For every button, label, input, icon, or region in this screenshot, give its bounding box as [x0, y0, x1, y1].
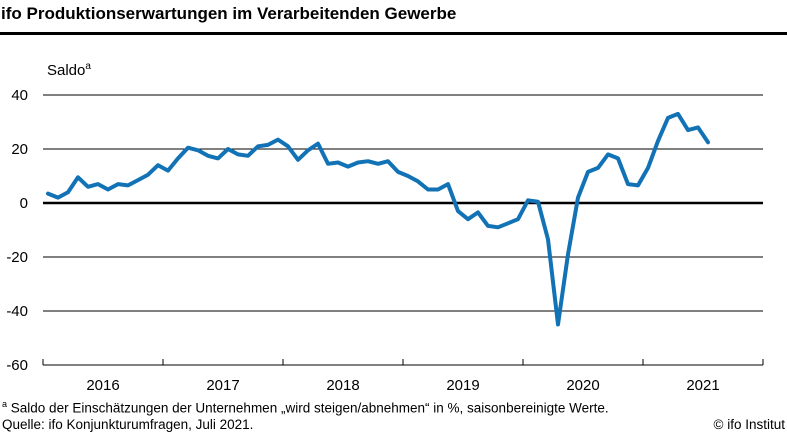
x-tick-label: 2018 — [326, 377, 359, 394]
chart-title: ifo Produktionserwartungen im Verarbeite… — [1, 4, 457, 23]
x-tick-label: 2017 — [206, 377, 239, 394]
saldo-text: Saldo — [47, 62, 86, 79]
copyright-text: © ifo Institut — [713, 417, 785, 432]
footnote-text: Saldo der Einschätzungen der Unternehmen… — [10, 400, 609, 416]
x-tick-label: 2019 — [446, 377, 479, 394]
y-tick-label: -60 — [6, 357, 28, 374]
y-tick-label: 40 — [11, 87, 28, 104]
source-text: Quelle: ifo Konjunkturumfragen, Juli 202… — [2, 417, 254, 432]
footnote: a Saldo der Einschätzungen der Unternehm… — [2, 399, 785, 416]
y-axis-unit-label: Saldoa — [47, 61, 91, 79]
footer-row: Quelle: ifo Konjunkturumfragen, Juli 202… — [2, 417, 785, 432]
data-line — [46, 111, 710, 327]
y-tick-label: -40 — [6, 303, 28, 320]
x-tick-label: 2021 — [686, 377, 719, 394]
y-tick-label: 20 — [11, 141, 28, 158]
saldo-superscript: a — [85, 61, 91, 72]
y-tick-label: -20 — [6, 249, 28, 266]
footnote-superscript: a — [2, 399, 8, 409]
y-tick-label: 0 — [20, 195, 28, 212]
title-rule — [0, 32, 787, 35]
x-tick-label: 2020 — [566, 377, 599, 394]
x-tick-label: 2016 — [86, 377, 119, 394]
